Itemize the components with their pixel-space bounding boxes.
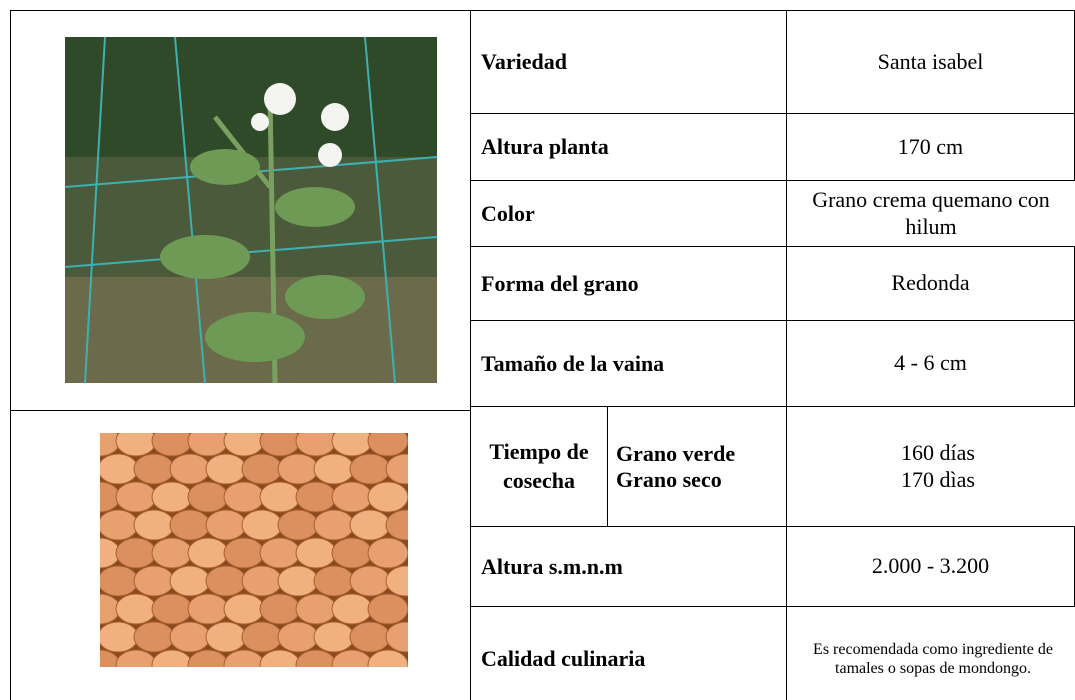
value: 170 dìas <box>901 466 975 492</box>
bean <box>100 621 139 653</box>
value: 160 días <box>901 440 975 466</box>
row-value: Grano crema quemano con hilum <box>786 180 1075 247</box>
bean <box>169 565 211 597</box>
row-value: 170 cm <box>786 113 1075 181</box>
bean <box>115 537 157 569</box>
bean <box>313 565 355 597</box>
bean <box>169 509 211 541</box>
bean <box>223 481 265 513</box>
bean <box>367 481 408 513</box>
bean <box>223 593 265 625</box>
bean <box>169 453 211 485</box>
bean <box>313 509 355 541</box>
bean <box>151 593 193 625</box>
bean <box>277 565 319 597</box>
row-label: Variedad <box>470 10 787 114</box>
bean <box>133 621 175 653</box>
sublabel: Grano seco <box>616 466 722 492</box>
bean <box>205 565 247 597</box>
bean <box>277 453 319 485</box>
bean <box>241 565 283 597</box>
bean <box>100 509 139 541</box>
bean <box>133 453 175 485</box>
bean <box>367 593 408 625</box>
bean <box>259 537 301 569</box>
bean <box>385 565 408 597</box>
bean <box>187 537 229 569</box>
bean <box>205 509 247 541</box>
bean <box>223 537 265 569</box>
bean <box>133 509 175 541</box>
bean <box>259 593 301 625</box>
plant-photo <box>65 37 437 383</box>
bean <box>241 453 283 485</box>
bean <box>115 481 157 513</box>
row-label: Color <box>470 180 787 247</box>
row-value: 2.000 - 3.200 <box>786 526 1075 607</box>
bean <box>277 509 319 541</box>
row-label: Forma del grano <box>470 246 787 321</box>
row-value: 4 - 6 cm <box>786 320 1075 407</box>
row-value: Santa isabel <box>786 10 1075 114</box>
bean <box>313 453 355 485</box>
bean <box>385 453 408 485</box>
value-cell: 160 días 170 dìas <box>786 406 1075 527</box>
bean <box>349 621 391 653</box>
bean <box>151 481 193 513</box>
bean <box>100 565 139 597</box>
row-label: Tiempo de cosecha <box>470 406 608 527</box>
row-value: Es recomendada como ingrediente de tamal… <box>786 606 1075 700</box>
bean <box>241 621 283 653</box>
row-label: Altura s.m.n.m <box>470 526 787 607</box>
bean <box>367 433 408 457</box>
sublabel-cell: Grano verde Grano seco <box>607 406 787 527</box>
bean <box>349 565 391 597</box>
bean <box>187 593 229 625</box>
bean <box>385 509 408 541</box>
bean <box>313 621 355 653</box>
bean <box>331 537 373 569</box>
bean <box>205 621 247 653</box>
bean <box>133 565 175 597</box>
bean <box>205 453 247 485</box>
bean <box>187 481 229 513</box>
bean <box>115 593 157 625</box>
bean <box>367 537 408 569</box>
bean <box>349 453 391 485</box>
bean <box>241 509 283 541</box>
bean <box>385 621 408 653</box>
bean <box>259 481 301 513</box>
bean <box>277 621 319 653</box>
sublabel: Grano verde <box>616 440 736 466</box>
beans-photo <box>100 433 408 667</box>
bean <box>295 593 337 625</box>
bean <box>295 537 337 569</box>
bean <box>151 537 193 569</box>
row-label: Altura planta <box>470 113 787 181</box>
bean <box>100 453 139 485</box>
row-label: Calidad culinaria <box>470 606 787 700</box>
bean <box>349 509 391 541</box>
bean <box>331 481 373 513</box>
bean <box>331 593 373 625</box>
row-value: Redonda <box>786 246 1075 321</box>
bean <box>169 621 211 653</box>
row-label: Tamaño de la vaina <box>470 320 787 407</box>
bean <box>295 481 337 513</box>
bean <box>367 649 408 667</box>
